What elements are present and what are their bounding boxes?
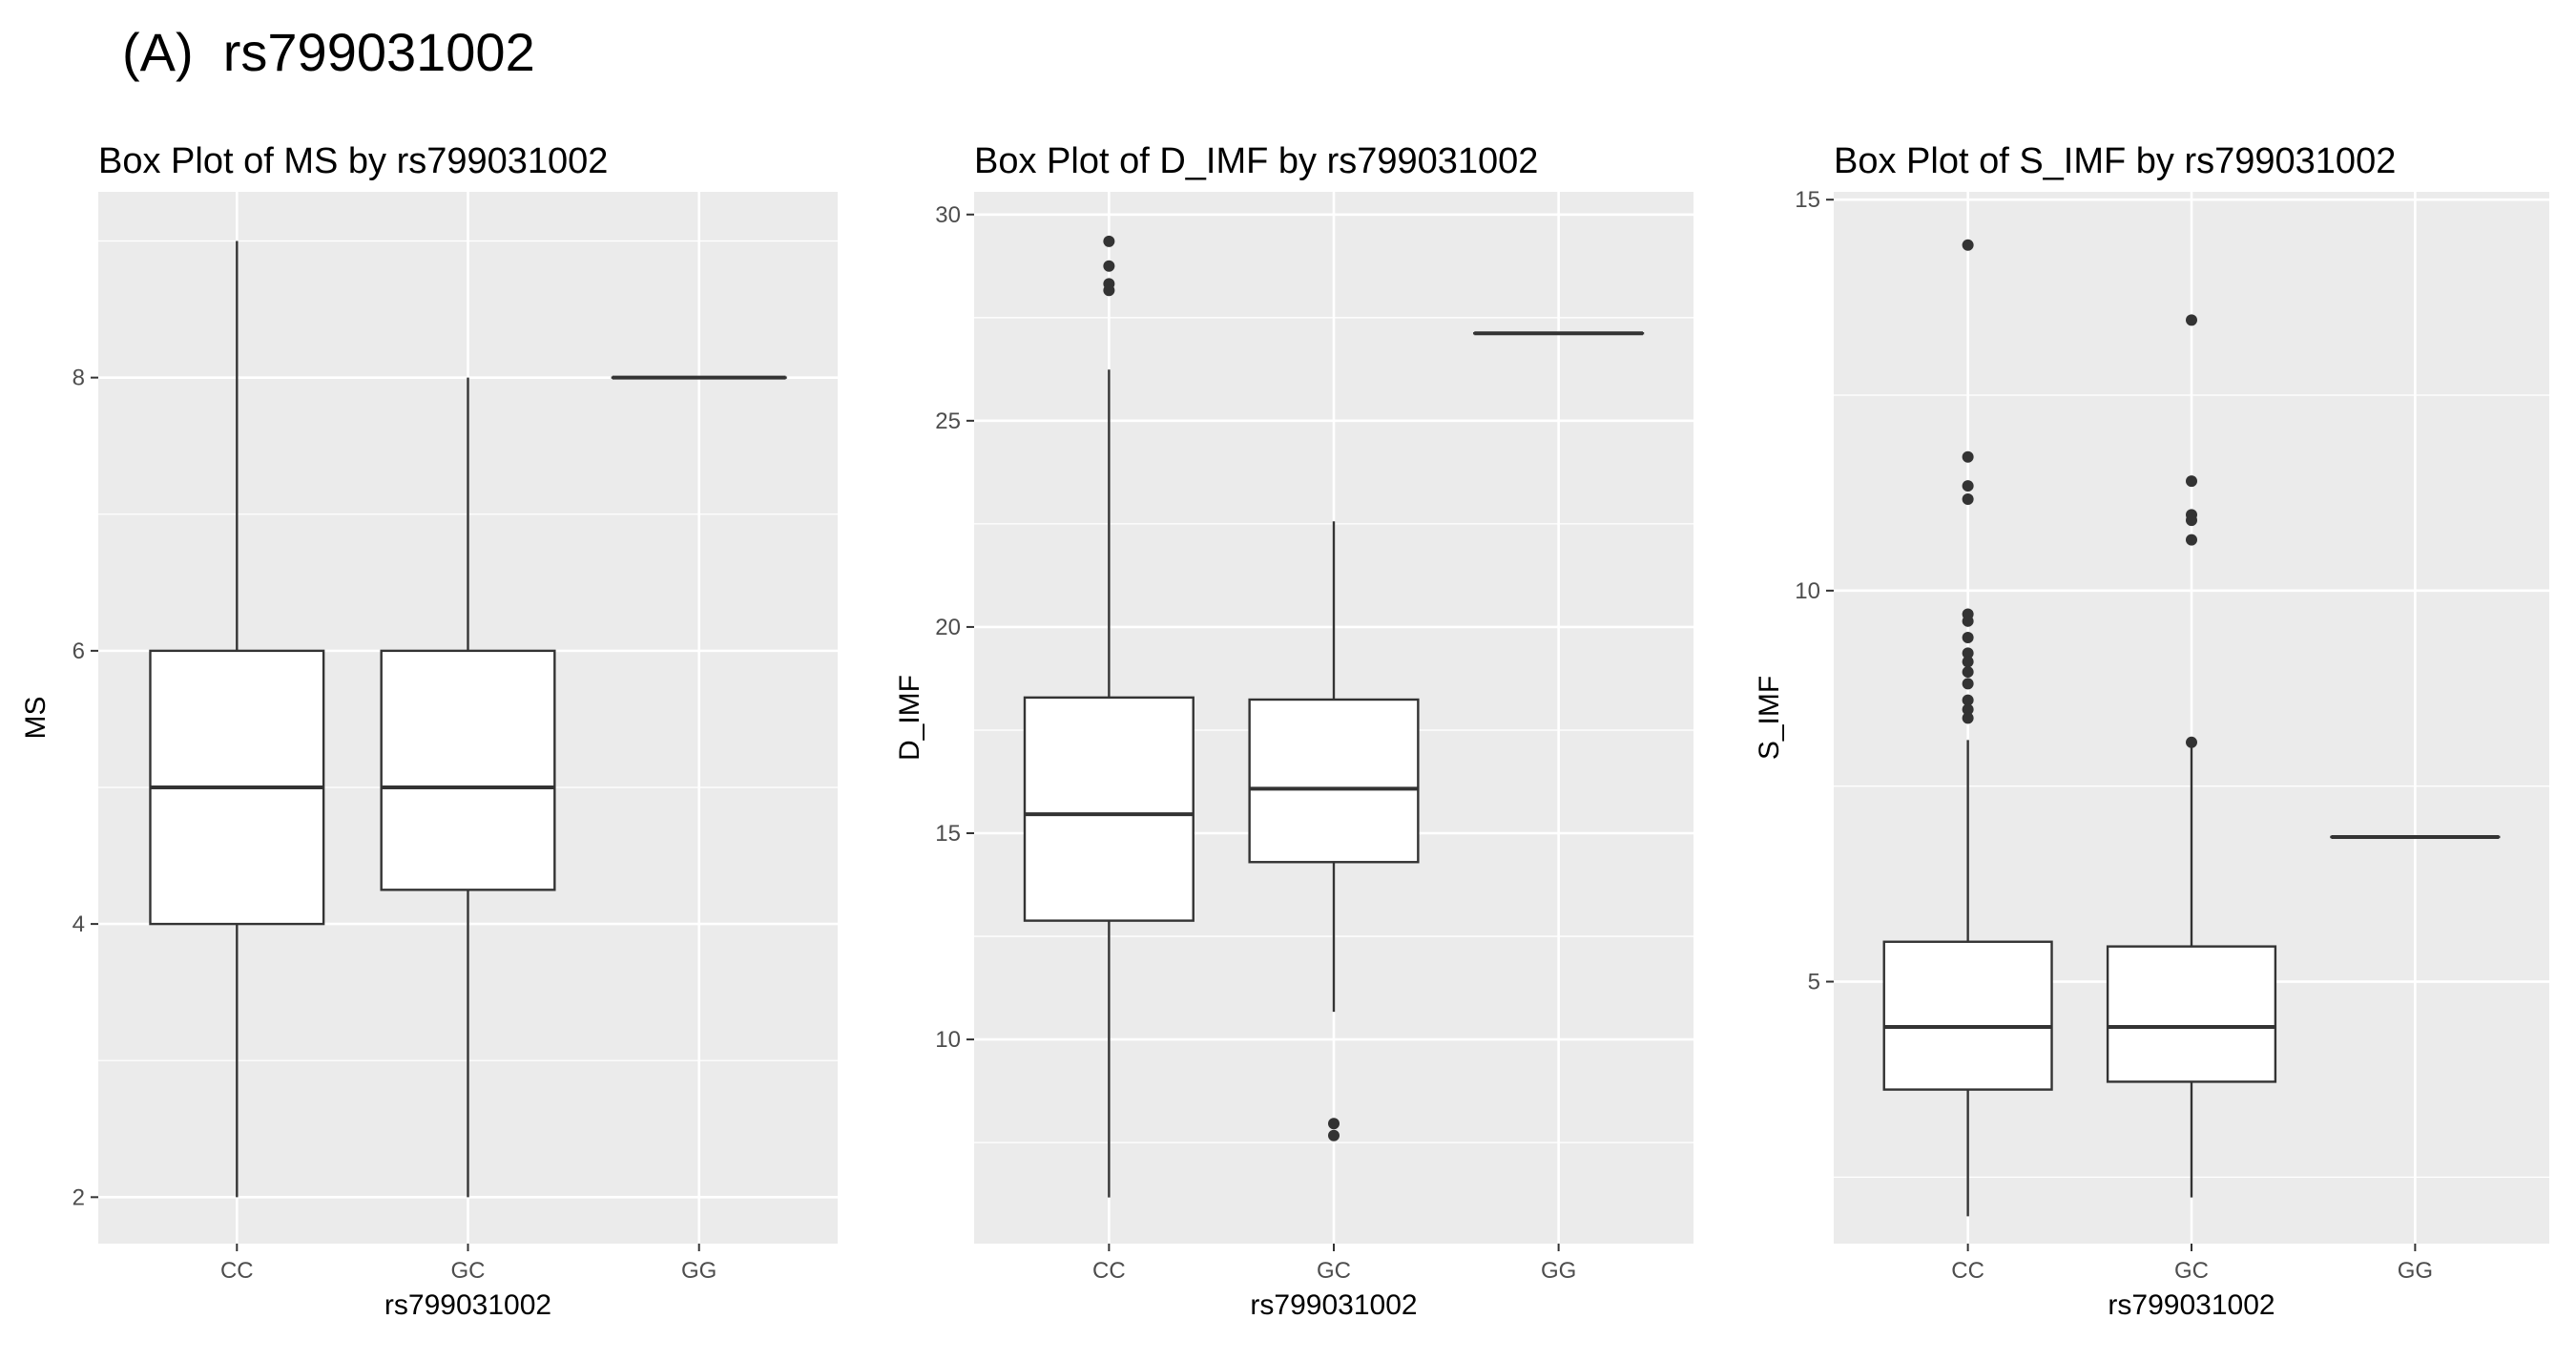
outlier-point [1328,1129,1340,1141]
outlier-point [1962,666,1974,679]
outlier-point [1328,1118,1340,1130]
y-tick-label: 5 [1808,970,1820,995]
outlier-point [2186,314,2197,326]
outlier-point [2186,736,2197,748]
x-tick-label: GC [2174,1258,2209,1284]
y-axis-label: S_IMF [1754,676,1785,760]
x-tick-label: CC [1092,1258,1126,1284]
figure-label: (A) rs799031002 [122,22,535,82]
x-axis-label: rs799031002 [2108,1289,2275,1321]
iqr-box [1248,698,1420,864]
box-gc [1248,521,1420,1141]
outlier-point [1103,260,1115,272]
y-tick-label: 10 [935,1027,961,1053]
y-tick-label: 15 [935,821,961,847]
panel-ms: 2 4 6 8 CC GC GG Box Plot of MS by rs799031002 r… [20,141,838,1321]
panel-s-imf: 5 10 15 CC GC GG Box Plot of S_IMF by rs799031… [1754,141,2549,1321]
iqr-box [1023,696,1195,922]
outlier-point [1103,235,1115,247]
panel-d-imf: 10 15 20 25 30 CC GC GG Box Plot of D_IMF by rs7… [894,141,1693,1321]
outlier-point [2186,534,2197,546]
x-tick-label: GG [681,1258,717,1284]
x-tick-label: CC [220,1258,254,1284]
y-tick-label: 20 [935,615,961,640]
y-tick-label: 25 [935,408,961,434]
y-tick-label: 2 [73,1184,85,1210]
plot-title: Box Plot of D_IMF by rs799031002 [974,141,1538,181]
outlier-point [2186,514,2197,527]
outlier-point [1962,450,1974,463]
plot-title: Box Plot of S_IMF by rs799031002 [1834,141,2396,181]
box-cc [149,241,325,1198]
outlier-point [1962,656,1974,668]
box-gc [2106,314,2277,1198]
x-tick-label: GG [2398,1258,2433,1284]
plot-title: Box Plot of MS by rs799031002 [98,141,608,181]
box-gc [380,377,556,1198]
outlier-point [1962,480,1974,492]
outlier-point [1962,647,1974,660]
outlier-point [1962,632,1974,644]
outlier-point [1962,703,1974,716]
iqr-box [380,649,556,891]
y-tick-label: 10 [1795,578,1820,604]
outlier-point [1962,615,1974,627]
y-tick-label: 4 [73,911,85,937]
y-tick-label: 15 [1795,187,1820,213]
y-tick-label: 30 [935,202,961,228]
x-tick-label: GC [451,1258,486,1284]
outlier-point [1962,694,1974,706]
iqr-box [1882,940,2053,1091]
outlier-point [1103,284,1115,297]
y-tick-label: 8 [73,366,85,391]
x-tick-label: GC [1317,1258,1351,1284]
outlier-point [1962,712,1974,724]
y-axis-label: MS [20,697,52,740]
iqr-box [2106,945,2277,1083]
outlier-point [1962,239,1974,251]
outlier-point [1962,492,1974,505]
x-axis-label: rs799031002 [1250,1289,1417,1321]
outlier-point [1962,678,1974,690]
box-cc [1882,239,2053,1217]
y-tick-label: 6 [73,639,85,664]
box-cc [1023,235,1195,1198]
outlier-point [2186,475,2197,488]
y-axis-label: D_IMF [894,675,925,761]
x-tick-label: CC [1951,1258,1984,1284]
x-tick-label: GG [1541,1258,1576,1284]
x-axis-label: rs799031002 [384,1289,551,1321]
